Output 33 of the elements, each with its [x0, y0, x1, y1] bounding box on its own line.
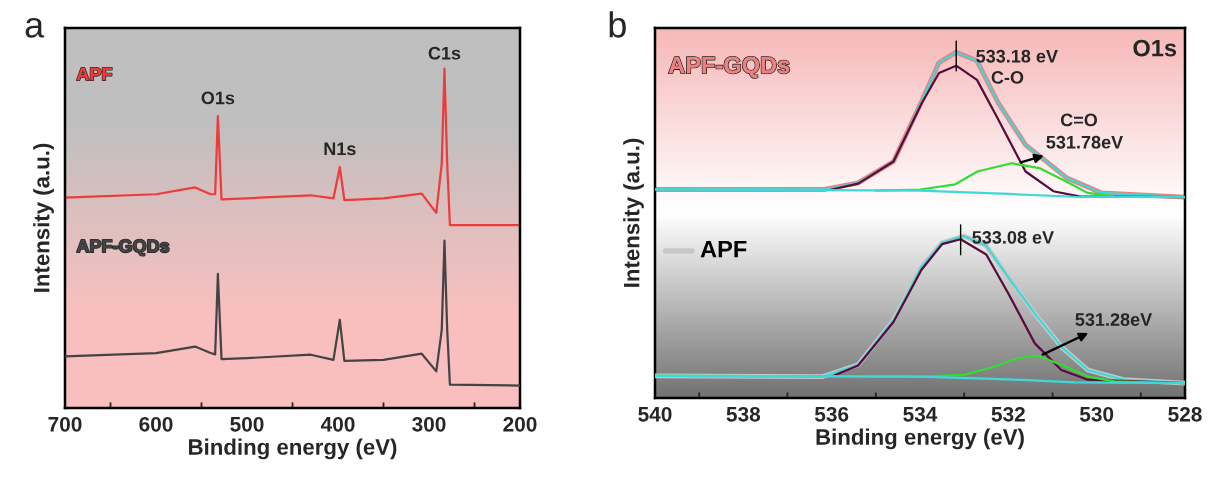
- text: APF-GQDs: [76, 239, 169, 256]
- text: APF-GQDs: [668, 56, 790, 78]
- x-tick-label: 528: [1168, 406, 1202, 422]
- x-tick-label: 200: [503, 416, 537, 432]
- y-axis-title: Intensity (a.u.): [623, 138, 644, 287]
- x-tick-label: 300: [412, 416, 446, 432]
- annotation: 533.08 eV: [972, 231, 1054, 244]
- x-tick-label: 536: [814, 406, 849, 422]
- annotation: C1s: [428, 46, 461, 60]
- chart-title: b: [609, 11, 626, 38]
- x-axis-title: Binding energy (eV): [816, 428, 1024, 450]
- x-tick-label: 538: [726, 406, 761, 422]
- annotation: C=O: [1060, 113, 1098, 127]
- legend-label: APF: [700, 240, 747, 258]
- y-axis-title: Intensity (a.u.): [33, 143, 54, 292]
- x-tick-label: 540: [638, 406, 672, 422]
- x-tick-label: 534: [903, 406, 938, 422]
- chart-title: a: [25, 17, 45, 38]
- annotation: 531.28eV: [1075, 313, 1153, 326]
- x-tick-label: 532: [991, 406, 1025, 422]
- x-tick-label: 400: [320, 416, 355, 432]
- annotation: 533.18 eV: [976, 49, 1058, 63]
- annotation: O1s: [1133, 39, 1177, 57]
- x-tick-label: 500: [230, 416, 264, 432]
- x-tick-label: 600: [139, 416, 173, 432]
- annotation: O1s: [201, 91, 235, 105]
- x-tick-label: 700: [48, 416, 82, 432]
- annotation: C-O: [991, 71, 1024, 84]
- x-axis-title: Binding energy (eV): [189, 438, 397, 460]
- annotation: N1s: [324, 142, 356, 156]
- annotation: 531.78eV: [1046, 135, 1124, 149]
- x-tick-label: 530: [1079, 406, 1114, 422]
- text: APF: [76, 67, 112, 81]
